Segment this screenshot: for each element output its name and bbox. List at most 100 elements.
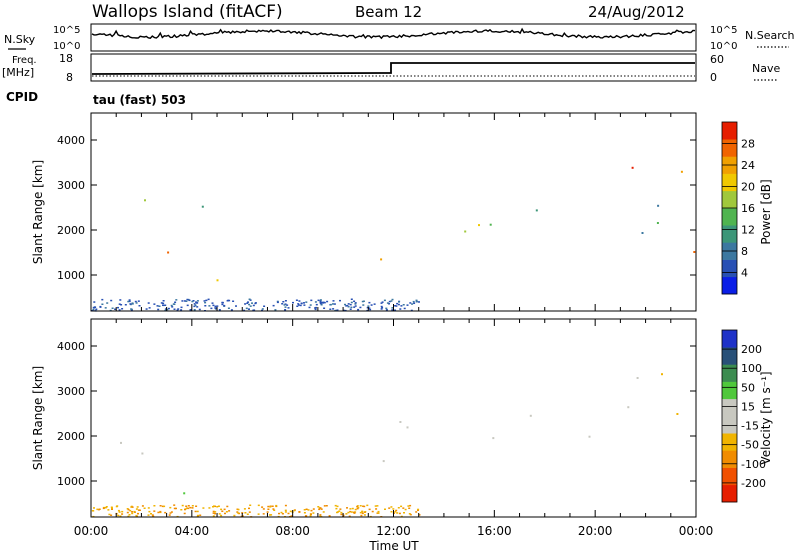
scatter-cell: [309, 514, 312, 517]
scatter-cell: [380, 302, 383, 304]
velocity-panel-frame: [90, 318, 697, 518]
scatter-cell: [111, 507, 113, 509]
x-tick-label: 00:00: [679, 524, 714, 538]
freq-tick-bottom: 8: [66, 71, 73, 84]
colorbar-tick-label: -50: [741, 439, 759, 452]
scatter-cell: [403, 307, 406, 310]
scatter-cell: [108, 513, 111, 516]
colorbar-segment: [722, 276, 737, 295]
scatter-cell: [354, 302, 357, 304]
scatter-cell: [116, 505, 119, 507]
scatter-cell: [191, 505, 194, 507]
scatter-cell: [334, 504, 337, 507]
nave-label: Nave: [752, 62, 780, 75]
scatter-cell: [312, 508, 315, 510]
scatter-cell: [336, 505, 339, 508]
scatter-cell: [397, 303, 400, 306]
colorbar-segment: [722, 467, 737, 486]
scatter-cell: [176, 309, 179, 311]
scatter-cell: [274, 309, 277, 311]
scatter-cell: [350, 298, 353, 300]
scatter-cell: [237, 508, 240, 511]
scatter-cell: [131, 512, 134, 515]
scatter-cell: [275, 504, 278, 507]
scatter-cell: [411, 303, 414, 305]
scatter-cell: [346, 304, 349, 307]
scatter-cell: [314, 308, 317, 311]
scatter-cell: [359, 505, 362, 507]
scatter-cell: [167, 251, 170, 254]
scatter-cell: [111, 307, 114, 309]
scatter-cell: [126, 511, 129, 514]
scatter-cell: [251, 302, 253, 304]
scatter-cell: [118, 511, 121, 513]
scatter-cell: [227, 299, 230, 302]
scatter-cell: [241, 512, 244, 514]
scatter-cell: [257, 504, 260, 507]
scatter-cell: [382, 460, 385, 463]
scatter-cell: [395, 509, 398, 512]
scatter-cell: [272, 304, 275, 307]
scatter-cell: [195, 301, 197, 303]
scatter-cell: [415, 300, 418, 303]
nave-tick-top: 60: [710, 53, 724, 66]
scatter-cell: [383, 299, 386, 302]
scatter-cell: [356, 505, 359, 508]
scatter-cell: [127, 508, 130, 511]
scatter-cell: [366, 504, 369, 507]
scatter-cell: [329, 303, 332, 306]
scatter-cell: [357, 308, 360, 311]
scatter-cell: [336, 309, 339, 311]
scatter-cell: [323, 301, 326, 304]
scatter-cell: [359, 306, 362, 309]
scatter-cell: [169, 506, 172, 509]
power-ylabel: Slant Range [km]: [31, 160, 45, 264]
scatter-cell: [223, 304, 226, 307]
scatter-cell: [93, 507, 95, 509]
scatter-cell: [356, 507, 359, 510]
scatter-cell: [92, 510, 95, 512]
scatter-cell: [309, 304, 312, 306]
scatter-cell: [680, 170, 683, 173]
scatter-cell: [641, 232, 644, 234]
freq-tick-top: 18: [59, 52, 73, 65]
scatter-cell: [400, 305, 403, 307]
scatter-cell: [281, 513, 284, 515]
colorbar-tick-label: 200: [741, 343, 762, 356]
scatter-cell: [151, 514, 154, 516]
scatter-cell: [318, 508, 321, 511]
colorbar-segment: [722, 416, 737, 434]
scatter-cell: [232, 300, 235, 302]
scatter-cell: [315, 303, 318, 306]
scatter-cell: [169, 512, 172, 514]
scatter-cell: [283, 304, 286, 306]
scatter-cell: [261, 309, 263, 312]
scatter-cell: [388, 300, 391, 303]
cpid-value: tau (fast) 503: [93, 93, 186, 107]
scatter-cell: [353, 306, 356, 308]
scatter-cell: [218, 513, 221, 515]
scatter-cell: [204, 301, 207, 304]
scatter-cell: [147, 302, 150, 304]
x-tick-label: 20:00: [578, 524, 613, 538]
x-tick-label: 08:00: [275, 524, 310, 538]
scatter-cell: [366, 306, 369, 309]
scatter-cell: [303, 304, 306, 306]
scatter-cell: [354, 508, 357, 511]
scatter-cell: [128, 299, 131, 301]
scatter-cell: [284, 509, 287, 512]
scatter-cell: [298, 300, 301, 302]
scatter-cell: [148, 307, 151, 309]
scatter-cell: [403, 512, 405, 514]
scatter-cell: [133, 510, 136, 513]
scatter-cell: [340, 511, 343, 514]
scatter-cell: [127, 515, 130, 518]
velocity-ylabel: Slant Range [km]: [31, 366, 45, 470]
scatter-cell: [320, 304, 323, 306]
colorbar-tick-label: -200: [741, 477, 766, 490]
beam-title: Beam 12: [355, 3, 422, 21]
scatter-cell: [104, 307, 107, 309]
scatter-cell: [196, 515, 199, 518]
colorbar-frame: [721, 329, 738, 503]
